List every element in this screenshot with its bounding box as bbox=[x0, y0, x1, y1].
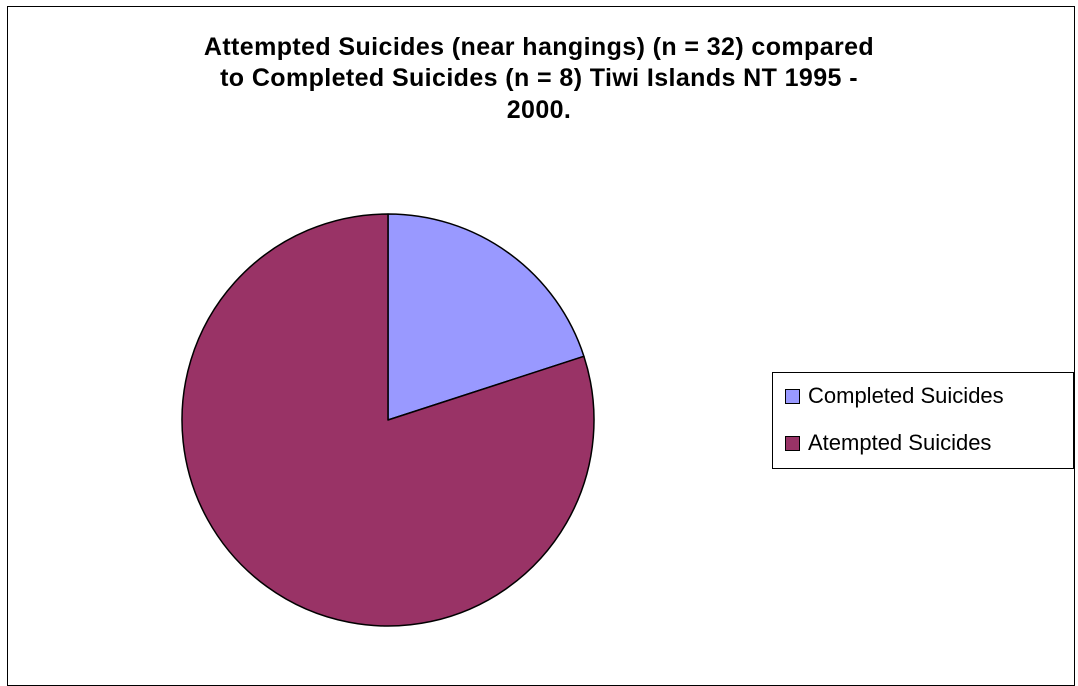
legend-swatch-attempted bbox=[785, 435, 800, 451]
legend: Completed Suicides Atempted Suicides bbox=[772, 372, 1074, 469]
legend-item-attempted-suicides: Atempted Suicides bbox=[785, 430, 991, 456]
legend-swatch-completed bbox=[785, 388, 800, 404]
chart-title-line-1: Attempted Suicides (near hangings) (n = … bbox=[203, 33, 875, 61]
chart-title: Attempted Suicides (near hangings) (n = … bbox=[0, 32, 1078, 126]
legend-label-attempted: Atempted Suicides bbox=[808, 430, 992, 455]
chart-title-line-3: 2000. bbox=[506, 95, 572, 124]
pie-slice-atempted-suicides bbox=[181, 213, 595, 627]
pie-slice-completed-suicides bbox=[387, 213, 585, 421]
chart-title-line-2: to Completed Suicides (n = 8) Tiwi Islan… bbox=[220, 64, 858, 93]
legend-item-completed-suicides: Completed Suicides bbox=[785, 383, 1004, 409]
legend-label-completed: Completed Suicides bbox=[808, 383, 1004, 408]
